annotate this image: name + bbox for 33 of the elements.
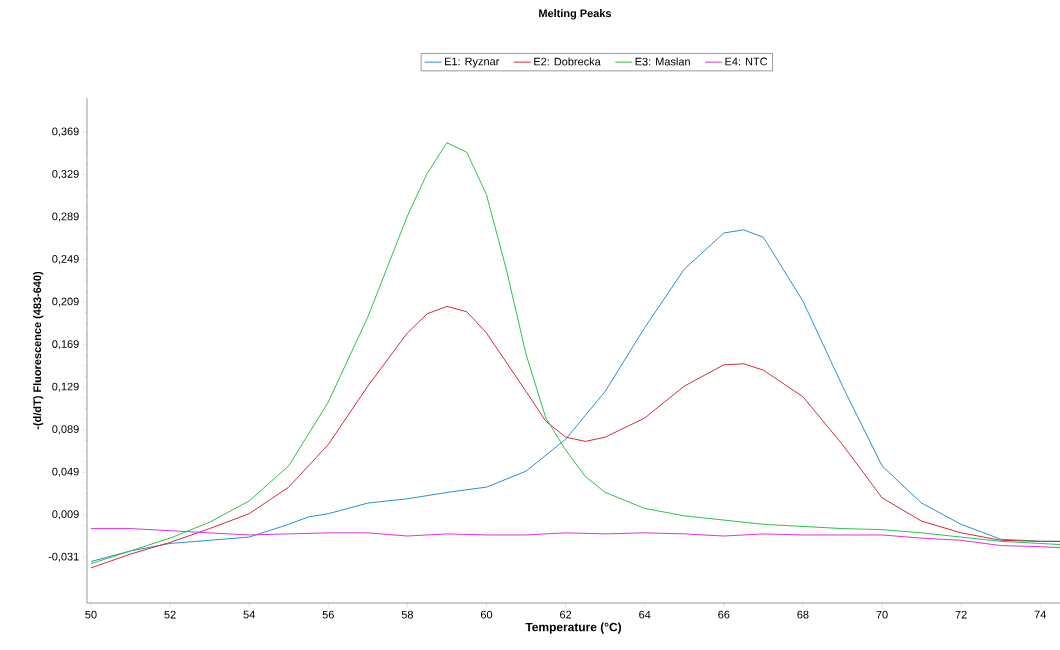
legend-label: E4: NTC (725, 57, 768, 66)
y-axis-title: -(d/dT) Fluorescence (483-640) (33, 271, 44, 430)
x-tick-label: 72 (955, 610, 967, 619)
x-tick-label: 70 (876, 610, 888, 619)
x-tick-label: 62 (560, 610, 572, 619)
y-tick-label: 0,009 (52, 510, 79, 520)
x-tick-label: 60 (480, 610, 493, 619)
chart-title: Melting Peaks (539, 9, 612, 20)
y-tick-label: 0,089 (52, 425, 79, 435)
y-tick-label: 0,169 (52, 340, 79, 350)
x-tick-label: 66 (718, 610, 730, 619)
y-tick-label: 0,209 (52, 297, 79, 307)
y-tick-label: 0,049 (52, 467, 79, 477)
y-tick-label: 0,329 (52, 170, 79, 180)
line-series (90, 142, 1060, 565)
y-tick-label: -0,031 (48, 552, 79, 562)
y-tick-label: 0,249 (52, 255, 79, 265)
x-tick-label: 52 (164, 610, 176, 619)
x-tick-label: 54 (243, 610, 255, 619)
x-axis-title: Temperature (°C) (525, 622, 622, 634)
y-tick-label: 0,369 (52, 127, 79, 137)
x-tick-label: 74 (1034, 610, 1046, 619)
legend-label: E1: Ryznar (445, 57, 500, 68)
legend-label: E2: Dobrecka (534, 57, 601, 66)
line-series (90, 305, 1060, 569)
x-tick-label: 58 (401, 610, 413, 619)
legend-label: E3: Maslan (635, 57, 690, 66)
y-tick-label: 0,129 (52, 382, 79, 392)
y-tick-label: 0,289 (52, 212, 79, 222)
x-tick-label: 50 (85, 610, 97, 619)
x-tick-label: 56 (322, 610, 334, 619)
x-tick-label: 68 (797, 610, 809, 619)
x-tick-label: 64 (639, 610, 651, 619)
